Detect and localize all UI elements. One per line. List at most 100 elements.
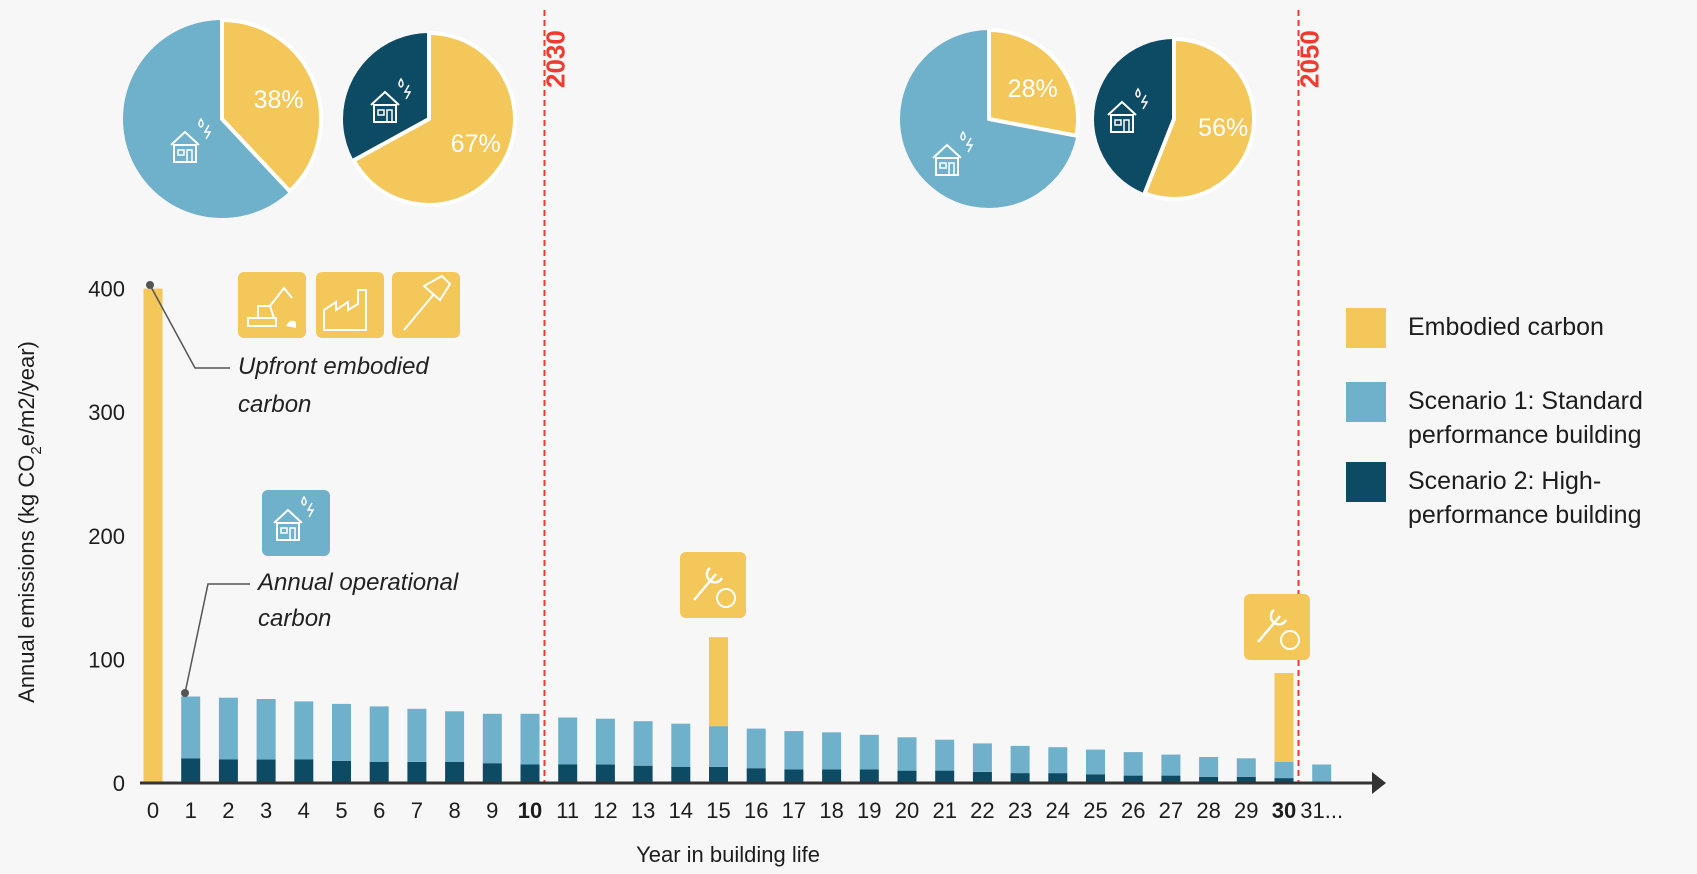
house-roof	[932, 143, 962, 159]
house-door	[186, 149, 193, 163]
house-door	[948, 162, 955, 176]
house-roof	[370, 90, 400, 106]
x-tick-label: 5	[335, 798, 347, 823]
bar-7-standard	[407, 708, 427, 762]
bar-23-standard	[1010, 745, 1030, 774]
bar-0-embodied	[143, 288, 163, 783]
bar-20-high-performance	[897, 770, 917, 783]
house-roof	[273, 508, 303, 524]
bar-1-standard	[181, 696, 201, 759]
x-tick-label: 15	[706, 798, 730, 823]
milestone-label-2050: 2050	[1295, 30, 1325, 88]
bar-13-high-performance	[633, 765, 653, 783]
bar-27-standard	[1161, 754, 1181, 776]
bar-1-high-performance	[181, 758, 201, 783]
bar-25-standard	[1086, 749, 1105, 775]
house-door	[289, 527, 296, 541]
icon-layer	[238, 272, 1310, 660]
bar-26-standard	[1123, 752, 1143, 776]
bar-3-high-performance	[256, 759, 276, 783]
annotation-operational-text: carbon	[258, 605, 331, 632]
x-tick-label: 30	[1272, 798, 1296, 823]
icon-tile	[680, 552, 746, 618]
house-door	[1123, 119, 1130, 133]
house-window	[939, 162, 947, 169]
bar-22-standard	[972, 743, 992, 772]
bar-2-high-performance	[218, 759, 238, 783]
legend-label: performance building	[1408, 421, 1641, 449]
bar-27-high-performance	[1161, 775, 1181, 783]
bar-4-standard	[294, 701, 314, 760]
bar-18-high-performance	[822, 769, 842, 783]
y-tick-label: 400	[88, 277, 125, 302]
house-energy-icon	[262, 490, 330, 556]
bar-29-high-performance	[1236, 776, 1256, 783]
drop-icon	[198, 117, 204, 128]
bar-16-high-performance	[746, 768, 766, 783]
x-tick-label: 24	[1046, 798, 1070, 823]
bar-15-high-performance	[709, 766, 728, 783]
bar-31-standard	[1312, 764, 1332, 783]
x-tick-label: 19	[857, 798, 881, 823]
bar-4-high-performance	[294, 759, 314, 783]
legend-label: Scenario 1: Standard	[1408, 387, 1643, 415]
bar-30-embodied	[1274, 673, 1294, 762]
x-tick-label: 3	[260, 798, 272, 823]
legend-swatch	[1346, 462, 1386, 502]
bar-6-high-performance	[369, 762, 389, 783]
gear-icon	[1280, 630, 1300, 650]
bar-series	[143, 288, 1332, 783]
x-tick-label: 7	[411, 798, 423, 823]
house-energy-icon	[932, 130, 974, 176]
excavator-bucket	[286, 320, 296, 328]
icon-tile	[316, 272, 384, 338]
annotation-upfront-text: Upfront embodied	[238, 353, 429, 380]
pie-embodied-slice	[1142, 37, 1257, 201]
excavator-shape	[247, 286, 293, 327]
x-tick-label: 9	[486, 798, 498, 823]
legend-label: Embodied carbon	[1408, 313, 1604, 341]
bar-19-standard	[859, 734, 879, 770]
bar-16-standard	[746, 728, 766, 769]
bar-2-standard	[218, 697, 238, 760]
hammer-shape	[403, 274, 452, 331]
milestone-label-2030: 2030	[541, 30, 571, 88]
bar-9-standard	[482, 713, 502, 764]
bar-14-standard	[671, 723, 691, 767]
y-axis-title: Annual emissions (kg CO2e/m2/year)	[14, 341, 45, 703]
bar-26-high-performance	[1123, 775, 1143, 783]
x-tick-label: 29	[1234, 798, 1258, 823]
x-tick-label: 11	[556, 798, 579, 823]
legend-swatch	[1346, 308, 1386, 348]
gear-icon	[716, 588, 736, 608]
bar-24-high-performance	[1048, 773, 1068, 783]
bolt-icon	[965, 137, 974, 153]
x-tick-label: 4	[298, 798, 310, 823]
annotation-leader	[149, 284, 230, 369]
house-body	[1110, 114, 1134, 133]
x-tick-label: 28	[1196, 798, 1220, 823]
house-body	[373, 104, 397, 123]
bar-14-high-performance	[671, 766, 691, 783]
bar-10-high-performance	[520, 764, 540, 783]
bar-18-standard	[822, 732, 842, 770]
house-energy-icon	[370, 77, 412, 123]
x-tick-label: 21	[932, 798, 956, 823]
excavator-icon	[238, 272, 306, 338]
x-tick-label: 31...	[1300, 798, 1343, 823]
house-door	[386, 109, 393, 123]
house-roof	[1107, 100, 1137, 116]
bar-25-high-performance	[1086, 774, 1105, 783]
x-tick-label: 25	[1083, 798, 1107, 823]
y-tick-label: 200	[88, 524, 125, 549]
icon-tile	[1244, 594, 1310, 660]
annotation-upfront-text: carbon	[238, 391, 311, 418]
factory-shape	[323, 289, 367, 331]
y-tick-labels: 0 100 200 300 400	[88, 277, 125, 796]
y-tick-label: 100	[88, 647, 125, 672]
x-tick-label: 0	[147, 798, 159, 823]
pie-percent-label: 38%	[254, 86, 304, 114]
x-tick-label: 27	[1159, 798, 1183, 823]
y-tick-label: 0	[113, 771, 125, 796]
